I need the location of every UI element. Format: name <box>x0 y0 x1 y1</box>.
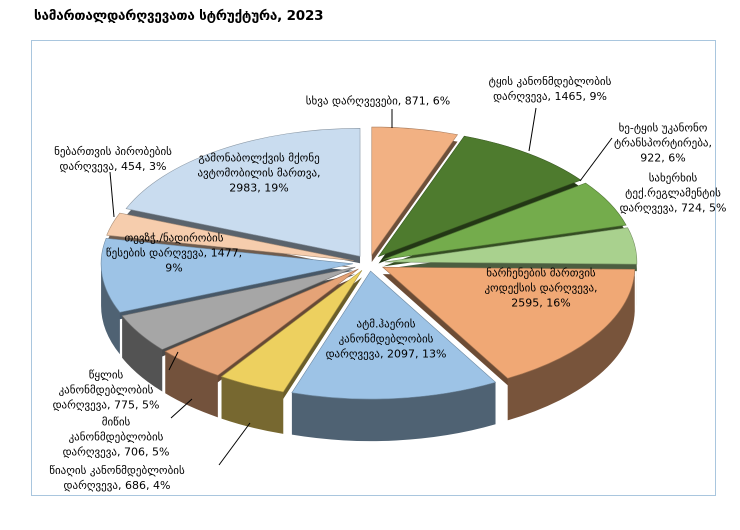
leader-line-subsoil-legislation <box>218 422 251 466</box>
pie-slice-illegal-timber-transport <box>383 182 627 260</box>
pie-slice-waste-management-code <box>381 266 636 379</box>
pie-slice-side-atmospheric-air-law <box>291 382 496 442</box>
pie-slice-side-water-legislation <box>122 315 163 392</box>
pie-slice-side-land-legislation <box>165 351 218 418</box>
pie-slice-land-legislation <box>164 268 359 376</box>
pie-slice-permit-conditions <box>106 212 354 261</box>
pie-slice-sawmill-tech-regulation <box>384 227 638 265</box>
pie-slice-subsoil-legislation <box>220 270 363 393</box>
chart-title: სამართალდარღვევათა სტრუქტურა, 2023 <box>34 8 324 24</box>
leader-line-permit-conditions <box>109 171 115 218</box>
pie-slice-forest-legislation <box>377 135 582 258</box>
pie-chart-canvas <box>100 107 638 466</box>
pie-slice-atmospheric-air-law <box>291 270 497 400</box>
pie-slice-side-subsoil-legislation <box>221 376 284 434</box>
pie-slice-fishing-hunting-rules <box>100 238 354 313</box>
pie-slice-side-waste-management-code <box>507 269 635 421</box>
chart-frame: სხვა დარღვევები, 871, 6% ტყის კანონმდებლო… <box>31 40 726 496</box>
leader-line-forest-legislation <box>528 107 537 152</box>
leader-line-illegal-timber-transport <box>579 137 613 182</box>
pie-slice-other-violations <box>371 126 459 256</box>
leader-line-land-legislation <box>170 398 193 419</box>
pie-slice-side-fishing-hunting-rules <box>101 263 120 355</box>
pie-slice-emission-vehicle-driving <box>125 127 361 257</box>
pie-slice-water-legislation <box>121 266 356 350</box>
leader-line-water-legislation <box>168 351 179 371</box>
